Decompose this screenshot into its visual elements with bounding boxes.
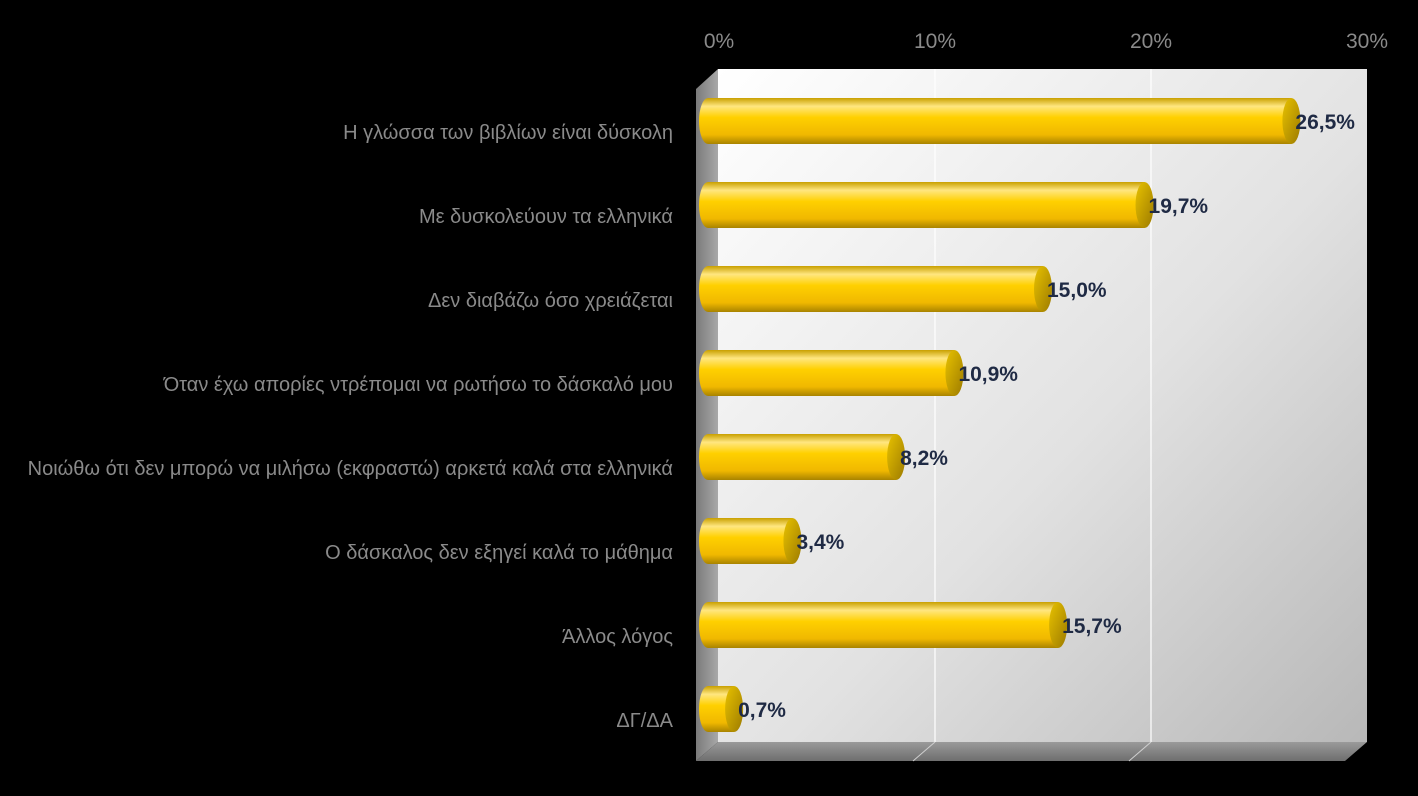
data-label: 15,0% — [1047, 279, 1107, 302]
plot-area — [696, 69, 1367, 761]
floor-gridline — [912, 741, 936, 762]
x-tick-label: 0% — [704, 30, 734, 53]
bar-body — [699, 602, 1059, 648]
bar — [699, 98, 1301, 144]
x-tick-label: 20% — [1130, 30, 1172, 53]
bar — [699, 266, 1052, 312]
bar-body — [699, 182, 1145, 228]
floor — [696, 742, 1367, 761]
bar-body — [699, 266, 1043, 312]
left-wall — [696, 69, 718, 761]
category-label: Άλλος λόγος — [562, 626, 673, 648]
bar-body — [699, 518, 793, 564]
bar — [699, 518, 802, 564]
bar-cap — [1034, 266, 1052, 312]
bar-cap — [1282, 98, 1301, 144]
data-label: 3,4% — [796, 531, 844, 554]
bar-body — [699, 434, 897, 480]
category-label: ΔΓ/ΔΑ — [616, 710, 673, 732]
bar-body — [699, 686, 735, 732]
x-tick-label: 30% — [1346, 30, 1388, 53]
data-label: 0,7% — [738, 699, 786, 722]
category-label: Η γλώσσα των βιβλίων είναι δύσκολη — [343, 122, 673, 144]
data-label: 10,9% — [958, 363, 1018, 386]
bar — [699, 350, 964, 396]
bar-cap — [1049, 602, 1068, 648]
bar-body — [699, 350, 955, 396]
category-label: Ο δάσκαλος δεν εξηγεί καλά το μάθημα — [325, 542, 673, 564]
bar-cap — [783, 518, 802, 564]
data-labels: 26,5% 19,7% 15,0% 10,9% 8,2% 3,4% 15,7% 0,7% — [738, 111, 1355, 722]
category-label: Νοιώθω ότι δεν μπορώ να μιλήσω (εκφραστώ… — [27, 458, 673, 480]
category-label: Δεν διαβάζω όσο χρειάζεται — [428, 290, 673, 312]
data-label: 26,5% — [1295, 111, 1355, 134]
bar — [699, 182, 1154, 228]
x-axis-tick-labels: 0% 10% 20% 30% — [704, 30, 1388, 53]
bar-cap — [1135, 182, 1154, 228]
bar-cap — [945, 350, 964, 396]
bar — [699, 434, 906, 480]
x-tick-label: 10% — [914, 30, 956, 53]
bars — [699, 98, 1301, 732]
bar — [699, 602, 1068, 648]
bar — [699, 686, 744, 732]
data-label: 8,2% — [900, 447, 948, 470]
floor-gridline — [1128, 741, 1152, 762]
category-label: Με δυσκολεύουν τα ελληνικά — [418, 206, 673, 228]
category-label: Όταν έχω απορίες ντρέπομαι να ρωτήσω το … — [163, 374, 673, 396]
bar-cap — [887, 434, 906, 480]
data-label: 15,7% — [1062, 615, 1122, 638]
back-wall — [718, 69, 1367, 742]
bar-body — [699, 98, 1292, 144]
bar-cap — [725, 686, 744, 732]
data-label: 19,7% — [1149, 195, 1209, 218]
